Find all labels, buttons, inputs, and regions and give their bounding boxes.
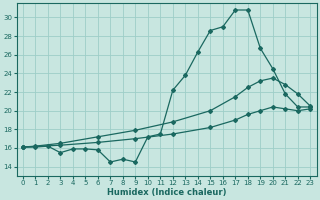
X-axis label: Humidex (Indice chaleur): Humidex (Indice chaleur) xyxy=(107,188,226,197)
